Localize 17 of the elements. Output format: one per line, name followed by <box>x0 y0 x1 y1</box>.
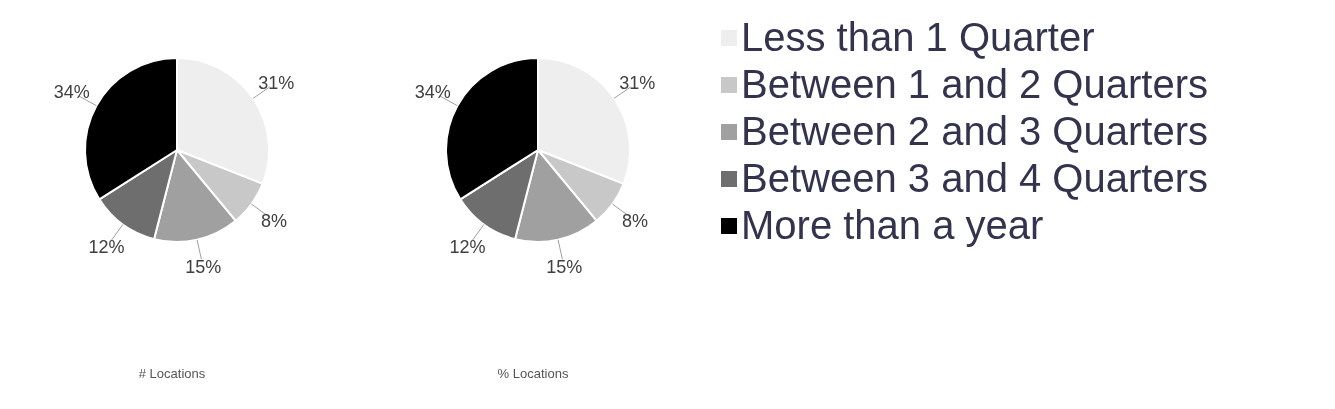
data-label: 31% <box>619 72 656 93</box>
text: # Locations <box>137 366 207 381</box>
legend-label: Between 1 and 2 Quarters <box>741 61 1208 108</box>
data-label: 12% <box>88 237 125 258</box>
legend-label: More than a year <box>741 202 1044 249</box>
data-label: 8% <box>622 210 649 231</box>
legend-label: Less than 1 Quarter <box>741 14 1095 61</box>
data-label: 34% <box>414 82 451 103</box>
data-label: 15% <box>546 257 583 278</box>
data-label: 34% <box>53 82 90 103</box>
text: % Locations <box>496 366 570 381</box>
data-label: 15% <box>185 257 222 278</box>
data-label: 12% <box>449 237 486 258</box>
data-label: 31% <box>258 72 295 93</box>
legend-label: Between 3 and 4 Quarters <box>741 155 1208 202</box>
data-label: 8% <box>261 210 288 231</box>
legend-label: Between 2 and 3 Quarters <box>741 108 1208 155</box>
